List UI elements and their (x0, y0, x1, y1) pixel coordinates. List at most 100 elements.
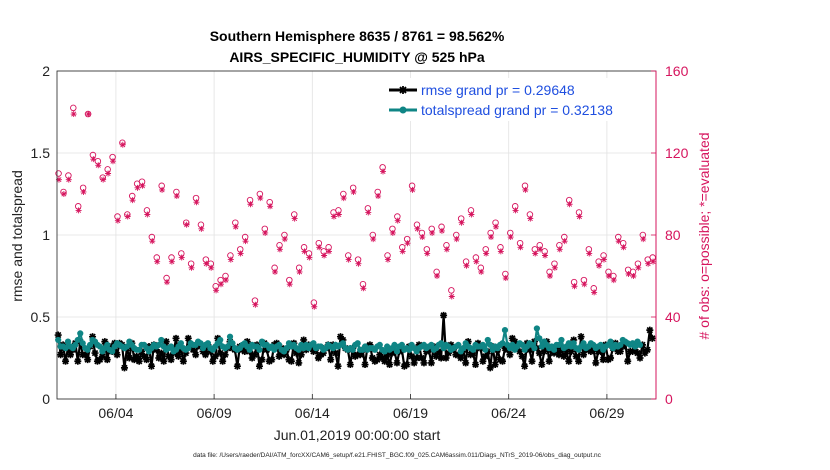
rmse-point (550, 349, 558, 357)
obs-evaluated-point (85, 111, 92, 118)
legend-rmse-marker (399, 86, 407, 94)
totalspread-point (501, 327, 509, 334)
obs-evaluated-point (232, 223, 239, 230)
rmse-point (84, 356, 92, 364)
rmse-point (393, 359, 401, 367)
obs-evaluated-point (360, 285, 367, 292)
rmse-point (592, 359, 600, 367)
rmse-point (184, 334, 192, 342)
obs-evaluated-point (183, 221, 190, 228)
rmse-point (565, 357, 573, 365)
rmse-point (386, 361, 394, 369)
right-tick-label: 80 (665, 227, 681, 243)
obs-evaluated-point (168, 258, 175, 265)
obs-evaluated-point (483, 250, 490, 257)
obs-evaluated-point (163, 279, 170, 286)
obs-evaluated-point (512, 207, 519, 214)
x-axis-ticks: 06/04 06/09 06/14 06/19 06/24 06/29 (98, 394, 625, 421)
obs-evaluated-point (134, 184, 141, 191)
rmse-point (418, 354, 426, 362)
rmse-point (66, 351, 74, 359)
rmse-point (368, 354, 376, 362)
rmse-point (179, 357, 187, 365)
obs-evaluated-point (296, 268, 303, 275)
legend-spread-label: totalspread grand pr = 0.32138 (421, 102, 613, 118)
rmse-point (491, 361, 499, 369)
rmse-point (140, 352, 148, 360)
totalspread-point (276, 341, 283, 348)
totalspread-point (197, 340, 204, 347)
obs-evaluated-point (159, 186, 166, 193)
rmse-point (189, 346, 197, 354)
rmse-point (570, 336, 578, 344)
rmse-point (508, 334, 516, 342)
rmse-point (255, 362, 263, 370)
rmse-point (437, 354, 445, 362)
totalspread-point (62, 345, 69, 352)
totalspread-point (631, 343, 639, 350)
rmse-point (167, 356, 175, 364)
rmse-point (346, 361, 354, 369)
totalspread-point (519, 341, 526, 348)
obs-evaluated-point (188, 264, 195, 271)
rmse-point (516, 347, 524, 355)
obs-evaluated-point (443, 246, 450, 253)
obs-evaluated-point (448, 293, 455, 300)
obs-evaluated-point (257, 195, 264, 202)
rmse-point (135, 357, 143, 365)
rmse-point (545, 357, 553, 365)
legend: rmse grand pr = 0.29648 totalspread gran… (386, 78, 651, 121)
rmse-point (219, 357, 227, 365)
obs-evaluated-point (581, 281, 588, 288)
totalspread-point (256, 346, 263, 353)
rmse-point (62, 357, 70, 365)
totalspread-point (155, 341, 162, 348)
obs-evaluated-point (438, 227, 445, 234)
rmse-point (233, 362, 241, 370)
totalspread-point (536, 335, 543, 342)
rmse-point (616, 347, 624, 355)
totalspread-point (84, 346, 91, 353)
totalspread-point (136, 346, 143, 353)
rmse-point (481, 352, 489, 360)
obs-evaluated-point (414, 225, 421, 232)
obs-evaluated-point (630, 273, 637, 279)
totalspread-point (580, 340, 587, 347)
obs-evaluated-point (271, 268, 278, 275)
rmse-point (540, 347, 548, 355)
rmse-point (314, 354, 322, 362)
rmse-point (268, 356, 276, 364)
obs-evaluated-point (105, 170, 112, 177)
rmse-point (147, 362, 155, 370)
rmse-point (309, 347, 317, 355)
rmse-point (216, 349, 224, 357)
totalspread-point (607, 338, 614, 345)
obs-evaluated-point (586, 250, 593, 257)
x-tick-label: 06/19 (393, 405, 428, 421)
obs-evaluated-point (75, 207, 82, 214)
obs-evaluated-point (95, 162, 102, 169)
obs-evaluated-point (340, 195, 347, 202)
totalspread-point (406, 346, 413, 353)
rmse-point (332, 349, 340, 357)
rmse-point (378, 354, 386, 362)
obs-evaluated-point (394, 217, 401, 224)
rmse-point (440, 311, 448, 319)
totalspread-point (391, 341, 398, 348)
x-tick-label: 06/09 (197, 405, 232, 421)
rmse-point (624, 357, 632, 365)
rmse-point (538, 361, 546, 369)
rmse-point (528, 357, 536, 365)
obs-evaluated-point (365, 209, 372, 216)
totalspread-point (482, 346, 489, 353)
rmse-point (403, 361, 411, 369)
totalspread-point (509, 341, 516, 348)
rmse-point (334, 362, 342, 370)
obs-evaluated-point (473, 258, 480, 265)
rmse-point (74, 357, 82, 365)
rmse-point (174, 352, 182, 360)
obs-evaluated-point (591, 289, 598, 296)
obs-evaluated-point (453, 236, 460, 243)
obs-evaluated-point (600, 256, 607, 263)
rmse-point (199, 347, 207, 355)
